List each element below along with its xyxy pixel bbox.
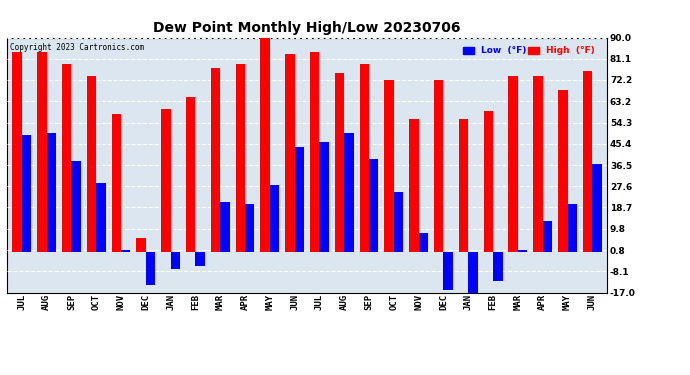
Bar (22, 135, 31, 252)
Bar (434, 80, 444, 252)
Bar (369, 159, 379, 252)
Bar (558, 90, 567, 252)
Bar (121, 250, 130, 252)
Bar (12, 52, 22, 252)
Bar (335, 73, 344, 252)
Bar (567, 204, 577, 252)
Bar (419, 233, 428, 252)
Bar (359, 64, 369, 252)
Bar (186, 97, 195, 252)
Bar (493, 252, 502, 280)
Bar (37, 52, 47, 252)
Bar (235, 64, 245, 252)
Bar (484, 111, 493, 252)
Bar (161, 109, 170, 252)
Bar (533, 76, 543, 252)
Bar (47, 133, 56, 252)
Bar (310, 52, 319, 252)
Bar (137, 238, 146, 252)
Bar (195, 252, 205, 266)
Legend: Low  (°F), High  (°F): Low (°F), High (°F) (461, 45, 597, 57)
Bar (112, 114, 121, 252)
Bar (459, 118, 469, 252)
Bar (245, 204, 255, 252)
Bar (270, 185, 279, 252)
Bar (394, 192, 403, 252)
Bar (384, 80, 394, 252)
Bar (146, 252, 155, 285)
Bar (96, 183, 106, 252)
Bar (285, 54, 295, 252)
Bar (518, 250, 527, 252)
Bar (444, 252, 453, 290)
Bar (592, 164, 602, 252)
Text: Copyright 2023 Cartronics.com: Copyright 2023 Cartronics.com (10, 43, 144, 52)
Bar (295, 147, 304, 252)
Bar (344, 133, 354, 252)
Bar (583, 71, 592, 252)
Bar (319, 142, 329, 252)
Bar (220, 202, 230, 252)
Bar (509, 76, 518, 252)
Bar (170, 252, 180, 268)
Bar (62, 64, 71, 252)
Bar (87, 76, 96, 252)
Bar (260, 35, 270, 252)
Bar (211, 69, 220, 252)
Bar (409, 118, 419, 252)
Bar (469, 252, 477, 292)
Bar (543, 221, 552, 252)
Bar (71, 161, 81, 252)
Title: Dew Point Monthly High/Low 20230706: Dew Point Monthly High/Low 20230706 (153, 21, 461, 35)
